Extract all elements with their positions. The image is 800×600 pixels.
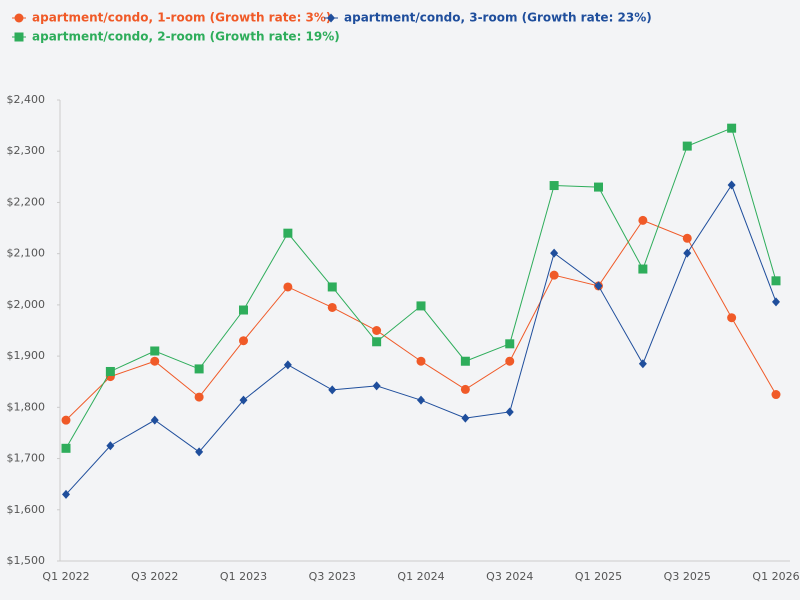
data-point bbox=[460, 356, 470, 366]
y-tick-label: $1,900 bbox=[7, 349, 46, 362]
y-tick-label: $1,600 bbox=[7, 503, 46, 516]
data-point bbox=[682, 233, 692, 243]
legend-marker bbox=[14, 13, 24, 23]
data-point bbox=[727, 313, 737, 323]
data-point bbox=[283, 360, 292, 370]
data-point bbox=[239, 336, 248, 346]
data-point bbox=[372, 326, 382, 335]
y-tick-label: $1,700 bbox=[7, 452, 46, 465]
data-point bbox=[372, 381, 381, 391]
data-point bbox=[460, 384, 470, 394]
data-point bbox=[461, 413, 470, 423]
x-tick-label: Q1 2024 bbox=[397, 570, 444, 583]
data-point bbox=[194, 392, 204, 402]
x-tick-label: Q1 2022 bbox=[42, 570, 89, 583]
data-point bbox=[239, 395, 248, 405]
data-point bbox=[283, 228, 293, 238]
legend-text: apartment/condo, 3-room (Growth rate: 23… bbox=[344, 11, 652, 25]
legend-text: apartment/condo, 1-room (Growth rate: 3%… bbox=[32, 11, 331, 25]
x-tick-label: Q1 2025 bbox=[575, 570, 622, 583]
data-point bbox=[549, 270, 559, 280]
data-point bbox=[416, 356, 426, 366]
y-tick-label: $2,300 bbox=[7, 144, 46, 157]
data-point bbox=[417, 395, 425, 405]
x-tick-label: Q3 2023 bbox=[309, 570, 356, 583]
data-point bbox=[727, 180, 736, 190]
data-point bbox=[150, 356, 160, 366]
x-tick-label: Q1 2023 bbox=[220, 570, 267, 583]
series-line bbox=[65, 219, 777, 421]
data-point bbox=[594, 281, 603, 291]
data-point bbox=[771, 390, 781, 400]
data-point bbox=[682, 141, 692, 151]
x-tick-label: Q1 2026 bbox=[752, 570, 799, 583]
data-point bbox=[772, 297, 780, 307]
data-point bbox=[328, 385, 337, 395]
data-point bbox=[105, 366, 115, 376]
data-point bbox=[638, 215, 648, 225]
data-point bbox=[61, 443, 71, 453]
data-point bbox=[771, 276, 781, 286]
data-point bbox=[683, 248, 692, 258]
data-point bbox=[549, 181, 559, 191]
y-tick-label: $1,500 bbox=[7, 554, 46, 567]
data-point bbox=[505, 407, 514, 417]
y-tick-label: $2,200 bbox=[7, 195, 46, 208]
x-tick-label: Q3 2024 bbox=[486, 570, 533, 583]
data-point bbox=[416, 301, 426, 311]
data-point bbox=[505, 339, 515, 349]
data-point bbox=[594, 182, 603, 192]
data-point bbox=[505, 356, 515, 366]
data-point bbox=[106, 441, 115, 451]
data-point bbox=[194, 364, 204, 374]
data-point bbox=[150, 415, 159, 425]
legend-marker bbox=[327, 13, 335, 23]
data-point bbox=[638, 264, 648, 274]
y-tick-label: $1,800 bbox=[7, 400, 46, 413]
y-tick-label: $2,000 bbox=[7, 298, 46, 311]
data-point bbox=[62, 489, 70, 499]
data-point bbox=[372, 337, 382, 347]
data-point bbox=[727, 123, 737, 133]
data-point bbox=[283, 282, 293, 292]
x-tick-label: Q3 2022 bbox=[131, 570, 178, 583]
legend-marker bbox=[14, 32, 24, 42]
data-point bbox=[195, 447, 204, 457]
data-point bbox=[327, 302, 337, 312]
data-point bbox=[550, 248, 559, 258]
x-tick-label: Q3 2025 bbox=[664, 570, 711, 583]
legend-text: apartment/condo, 2-room (Growth rate: 19… bbox=[32, 30, 340, 44]
data-point bbox=[638, 359, 647, 369]
data-point bbox=[150, 346, 160, 356]
y-tick-label: $2,100 bbox=[7, 247, 46, 260]
data-point bbox=[327, 282, 337, 292]
data-point bbox=[239, 305, 248, 315]
y-tick-label: $2,400 bbox=[7, 93, 46, 106]
data-point bbox=[61, 415, 71, 425]
